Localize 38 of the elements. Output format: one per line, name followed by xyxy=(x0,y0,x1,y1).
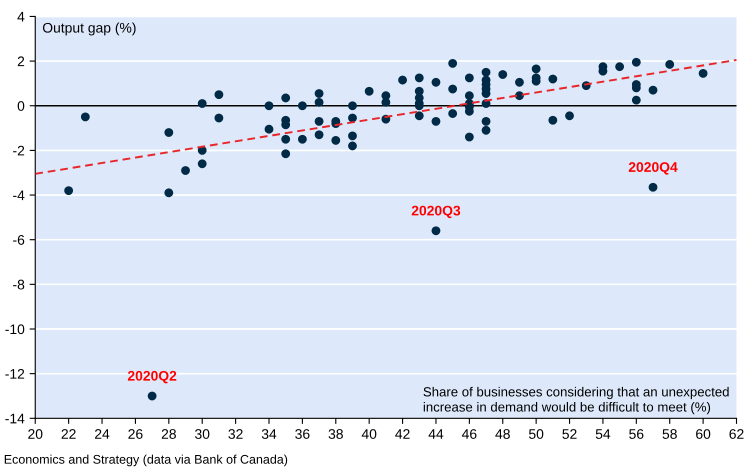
x-tick-label: 20 xyxy=(28,429,42,439)
x-tick-label: 56 xyxy=(629,429,644,439)
y-tick-label: -14 xyxy=(5,414,24,424)
y-tick-label: -8 xyxy=(13,280,24,290)
x-tick-label: 42 xyxy=(395,429,410,439)
y-tick-label: 2 xyxy=(18,56,24,66)
x-tick-label: 30 xyxy=(195,429,210,439)
x-tick-label: 48 xyxy=(495,429,510,439)
x-tick-label: 36 xyxy=(295,429,310,439)
x-tick-label: 54 xyxy=(596,429,610,439)
y-tick-label: -6 xyxy=(13,235,24,245)
x-tick-label: 44 xyxy=(428,429,444,439)
y-tick-label: 0 xyxy=(18,101,24,111)
x-tick-label: 60 xyxy=(696,429,710,439)
annotation: 2020Q2 xyxy=(128,370,176,384)
annotation: 2020Q4 xyxy=(628,162,678,175)
x-tick-label: 62 xyxy=(729,429,744,439)
x-tick-label: 32 xyxy=(228,429,243,439)
y-tick-label: -10 xyxy=(5,324,24,334)
x-axis-title: Share of businesses considering that an unexpected increase in demand would be difficult to meet (%) xyxy=(424,386,729,414)
x-tick-label: 26 xyxy=(128,429,143,439)
x-tick-label: 24 xyxy=(95,429,110,439)
y-tick-label: -12 xyxy=(5,368,24,379)
y-axis-title: Output gap (%) xyxy=(42,22,136,36)
y-tick-label: -4 xyxy=(13,190,24,200)
annotation: 2020Q3 xyxy=(412,206,460,218)
x-tick-label: 34 xyxy=(262,429,276,439)
x-tick-label: 38 xyxy=(328,429,343,439)
x-tick-label: 22 xyxy=(62,429,76,439)
y-tick-label: -2 xyxy=(13,146,24,156)
x-tick-label: 28 xyxy=(162,429,176,439)
text: Economics and Strategy (data via Bank of Canada) xyxy=(4,454,288,466)
x-tick-label: 46 xyxy=(462,429,476,439)
y-tick-label: 4 xyxy=(17,12,24,22)
x-tick-label: 40 xyxy=(362,429,376,439)
x-tick-label: 50 xyxy=(528,429,544,439)
x-tick-label: 58 xyxy=(662,429,677,439)
x-tick-label: 52 xyxy=(562,429,577,439)
